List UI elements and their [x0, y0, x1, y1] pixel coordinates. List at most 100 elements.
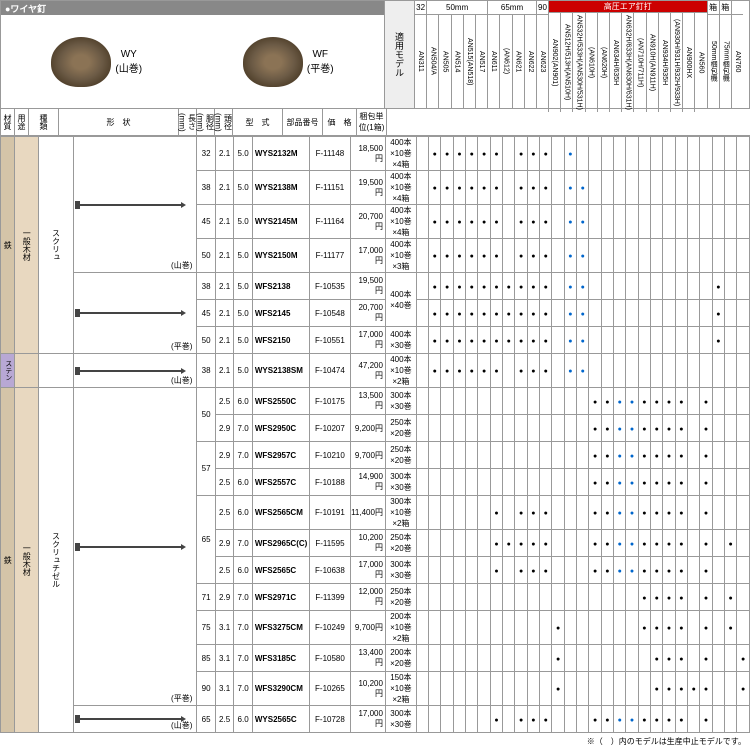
- compatibility-dot: [552, 496, 564, 530]
- model-number: WFS2565C: [252, 557, 309, 584]
- compatibility-dot: [614, 388, 626, 415]
- compatibility-dot: [614, 205, 626, 239]
- compatibility-dot: [540, 442, 552, 469]
- part-number: F-10638: [309, 557, 350, 584]
- packaging: 150本×10巻×2箱: [385, 672, 416, 706]
- compatibility-dot: [725, 530, 737, 557]
- compatibility-dot: [675, 388, 687, 415]
- packaging: 400本×10巻×4箱: [385, 205, 416, 239]
- compatibility-dot: [453, 469, 465, 496]
- compatibility-dot: [725, 354, 737, 388]
- compatibility-dot: [626, 239, 638, 273]
- price: 17,000円: [351, 557, 386, 584]
- compatibility-dot: [663, 354, 675, 388]
- compatibility-dot: [651, 388, 663, 415]
- compatibility-dot: [638, 469, 650, 496]
- compatibility-dot: [552, 469, 564, 496]
- compatibility-dot: [453, 706, 465, 733]
- part-number: F-11177: [309, 239, 350, 273]
- compatibility-dot: [453, 388, 465, 415]
- compatibility-dot: [614, 469, 626, 496]
- compatibility-dot: [515, 611, 527, 645]
- compatibility-dot: [552, 557, 564, 584]
- compatibility-dot: [478, 239, 490, 273]
- compatibility-dot: [737, 442, 750, 469]
- compatibility-dot: [527, 557, 539, 584]
- compatibility-dot: [540, 645, 552, 672]
- packaging: 300本×10巻×2箱: [385, 496, 416, 530]
- compatibility-dot: [700, 672, 712, 706]
- compatibility-dot: [675, 205, 687, 239]
- compatibility-dot: [712, 388, 724, 415]
- compatibility-dot: [515, 327, 527, 354]
- compatibility-dot: [515, 442, 527, 469]
- compatibility-dot: [601, 672, 613, 706]
- compatibility-dot: [429, 645, 441, 672]
- model-name: 50mm梱包機: [708, 15, 719, 108]
- compatibility-dot: [503, 354, 515, 388]
- compatibility-dot: [490, 137, 502, 171]
- compatibility-dot: [725, 137, 737, 171]
- compatibility-dot: [429, 469, 441, 496]
- compatibility-dot: [688, 557, 700, 584]
- compatibility-dot: [515, 300, 527, 327]
- compatibility-dot: [663, 584, 675, 611]
- compatibility-dot: [552, 672, 564, 706]
- compatibility-dot: [552, 354, 564, 388]
- compatibility-dot: [725, 706, 737, 733]
- compatibility-dot: [416, 530, 428, 557]
- compatibility-dot: [663, 530, 675, 557]
- packaging: 200本×10巻×2箱: [385, 611, 416, 645]
- compatibility-dot: [490, 205, 502, 239]
- compatibility-dot: [688, 442, 700, 469]
- compatibility-dot: [478, 442, 490, 469]
- packaging: 300本×30巻: [385, 706, 416, 733]
- compatibility-dot: [651, 584, 663, 611]
- compatibility-dot: [416, 415, 428, 442]
- compatibility-dot: [540, 415, 552, 442]
- packaging: 400本×40巻: [385, 273, 416, 327]
- compatibility-dot: [663, 672, 675, 706]
- compatibility-dot: [737, 354, 750, 388]
- compatibility-dot: [638, 584, 650, 611]
- compatibility-dot: [725, 171, 737, 205]
- compatibility-dot: [614, 415, 626, 442]
- compatibility-dot: [601, 496, 613, 530]
- compatibility-dot: [638, 354, 650, 388]
- compatibility-dot: [552, 388, 564, 415]
- compatibility-dot: [700, 239, 712, 273]
- part-number: F-11151: [309, 171, 350, 205]
- compatibility-dot: [564, 469, 576, 496]
- compatibility-dot: [453, 442, 465, 469]
- compatibility-dot: [601, 273, 613, 300]
- compatibility-dot: [527, 672, 539, 706]
- compatibility-dot: [712, 706, 724, 733]
- compatibility-dot: [688, 415, 700, 442]
- price: 20,700円: [351, 300, 386, 327]
- compatibility-dot: [688, 469, 700, 496]
- compatibility-dot: [626, 611, 638, 645]
- compatibility-dot: [490, 354, 502, 388]
- compatibility-dot: [577, 415, 589, 442]
- compatibility-dot: [663, 137, 675, 171]
- compatibility-dot: [466, 300, 478, 327]
- packaging: 250本×20巻: [385, 442, 416, 469]
- compatibility-dot: [675, 354, 687, 388]
- compatibility-dot: [651, 442, 663, 469]
- compatibility-dot: [601, 442, 613, 469]
- compatibility-dot: [478, 496, 490, 530]
- compatibility-dot: [675, 171, 687, 205]
- compatibility-dot: [453, 645, 465, 672]
- compatibility-dot: [503, 388, 515, 415]
- model-name: AN900HX: [683, 13, 694, 112]
- compatibility-dot: [601, 530, 613, 557]
- compatibility-dot: [466, 706, 478, 733]
- compatibility-dot: [429, 388, 441, 415]
- compatibility-dot: [515, 205, 527, 239]
- compatibility-dot: [441, 672, 453, 706]
- model-name: (AN610H): [586, 13, 597, 112]
- compatibility-dot: [688, 672, 700, 706]
- compatibility-dot: [416, 205, 428, 239]
- compatibility-dot: [651, 327, 663, 354]
- compatibility-dot: [441, 557, 453, 584]
